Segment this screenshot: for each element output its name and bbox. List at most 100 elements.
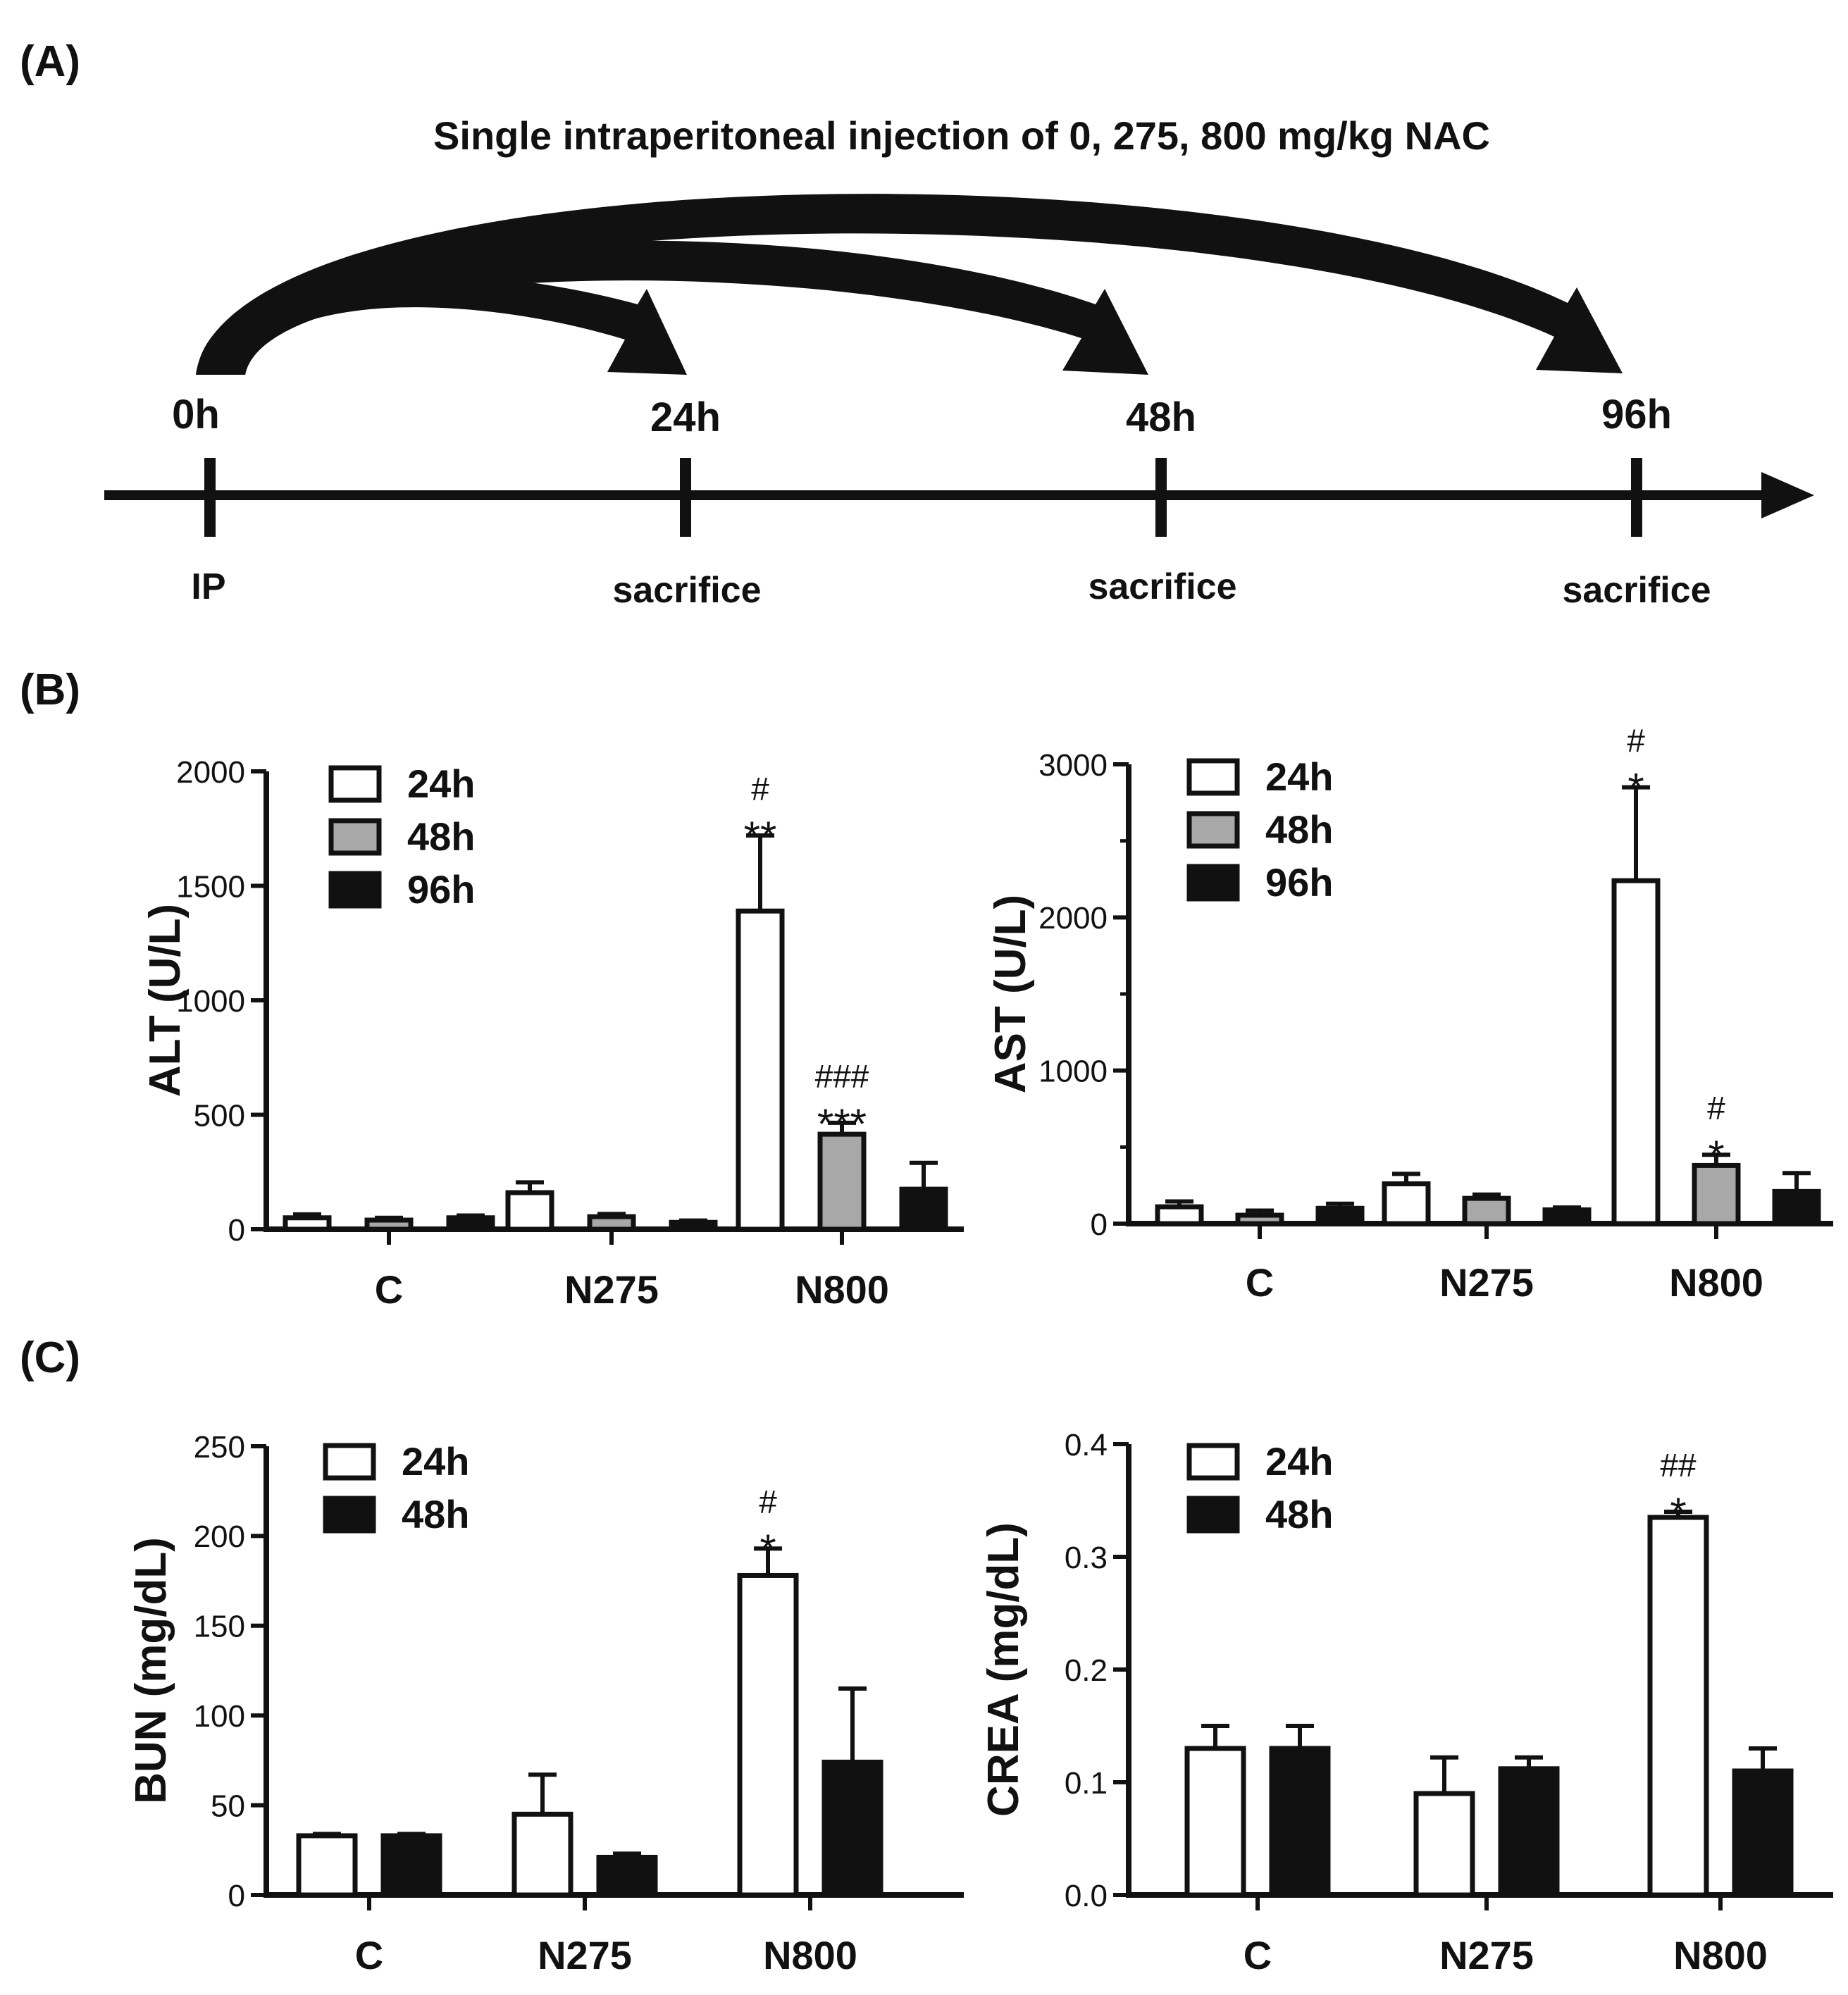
timepoint-label-24h: 24h [650, 394, 721, 440]
y-tick-label: 0.2 [1065, 1653, 1108, 1688]
y-tick-label: 0.0 [1065, 1879, 1108, 1913]
x-category-label: N275 [1439, 1260, 1534, 1305]
legend-label: 24h [1265, 1439, 1334, 1484]
y-tick-label: 0.4 [1065, 1428, 1108, 1462]
timeline-tick-24h [680, 458, 691, 537]
significance-mark: *** [817, 1100, 867, 1148]
timepoint-event-48h: sacrifice [1088, 566, 1236, 607]
timeline-tick-96h [1631, 458, 1642, 537]
bar [296, 1833, 358, 1898]
y-tick-label: 250 [194, 1430, 245, 1465]
x-category-label: N800 [795, 1267, 889, 1312]
panel-label-c: (C) [20, 1334, 80, 1382]
y-axis-title: ALT (U/L) [141, 904, 190, 1097]
y-tick-label: 0 [228, 1879, 245, 1913]
timepoint-label-0h: 0h [172, 392, 220, 437]
y-tick-label: 1500 [176, 869, 245, 904]
bar [1611, 878, 1661, 1226]
legend-swatch [323, 1496, 376, 1534]
y-tick-label: 0 [1091, 1207, 1108, 1242]
y-axis-title: BUN (mg/dL) [127, 1537, 175, 1804]
y-tick-label: 150 [194, 1610, 245, 1644]
legend-label: 48h [407, 814, 476, 859]
bar [283, 1215, 332, 1232]
crea-chart: 0.0 0.1 0.2 0.3 0.4 CREA (mg/dL) C N275 N800 ## * 2… [979, 1428, 1833, 1977]
bar [1315, 1205, 1365, 1226]
bar [1732, 1768, 1794, 1898]
bun-chart: 0 50 100 150 200 250 BUN (mg/dL) C N275 N800 # * 24h… [127, 1430, 964, 1977]
significance-mark: ### [815, 1058, 869, 1095]
significance-mark: ** [744, 813, 777, 860]
y-tick-label: 200 [194, 1519, 245, 1554]
significance-mark: * [1670, 1489, 1686, 1536]
bar [1382, 1181, 1431, 1226]
legend-swatch [323, 1443, 376, 1481]
timeline-tick-48h [1155, 458, 1167, 537]
y-axis-title: CREA (mg/dL) [979, 1522, 1028, 1817]
bar [446, 1215, 495, 1232]
legend-label: 24h [402, 1439, 470, 1484]
y-tick-label: 1000 [176, 984, 245, 1019]
timepoint-event-96h: sacrifice [1562, 570, 1711, 611]
x-category-label: N800 [1673, 1933, 1768, 1977]
y-tick-label: 2000 [176, 755, 245, 790]
bar [899, 1186, 948, 1232]
bar [821, 1759, 883, 1898]
timeline-title: Single intraperitoneal injection of 0, 2… [433, 113, 1490, 158]
legend-label: 96h [1265, 860, 1334, 905]
x-category-label: N275 [538, 1933, 632, 1977]
panel-label-a: (A) [20, 37, 80, 86]
timeline-tick-0h [204, 458, 216, 537]
y-tick-label: 3000 [1038, 748, 1108, 783]
y-tick-label: 2000 [1038, 901, 1108, 936]
timepoint-event-0h: IP [191, 566, 225, 607]
x-category-label: C [375, 1267, 403, 1312]
legend-swatch [1186, 758, 1240, 796]
bar [1269, 1746, 1331, 1898]
y-tick-label: 500 [194, 1098, 245, 1133]
legend-label: 96h [407, 867, 476, 912]
legend-label: 48h [1265, 807, 1334, 852]
x-category-label: N800 [1669, 1260, 1763, 1305]
timeline-panel: Single intraperitoneal injection of 0, 2… [104, 113, 1814, 611]
bar [1184, 1746, 1246, 1898]
legend-label: 24h [1265, 754, 1334, 799]
timeline-axis-arrowhead [1761, 472, 1814, 518]
bar [1542, 1207, 1592, 1226]
bar [1692, 1162, 1741, 1226]
timepoint-event-24h: sacrifice [612, 570, 761, 611]
timeline-arrow-96h [196, 194, 1623, 375]
bar [511, 1811, 573, 1898]
significance-mark: ## [1660, 1447, 1697, 1484]
bar [1498, 1766, 1560, 1898]
significance-mark: * [1708, 1132, 1724, 1179]
significance-mark: # [1707, 1090, 1725, 1126]
panel-label-b: (B) [20, 666, 80, 714]
bar [1647, 1515, 1709, 1898]
bar [587, 1214, 636, 1232]
bar [364, 1217, 414, 1232]
bar [1155, 1204, 1204, 1226]
bar [817, 1131, 867, 1232]
timepoint-label-48h: 48h [1126, 394, 1196, 440]
y-tick-label: 50 [211, 1789, 245, 1823]
timeline-axis [104, 490, 1767, 500]
y-tick-label: 1000 [1038, 1055, 1108, 1089]
y-tick-label: 0.1 [1065, 1766, 1108, 1801]
x-category-label: N800 [763, 1933, 857, 1977]
timeline-arrow-48h [196, 240, 1148, 375]
bar [737, 1572, 799, 1898]
legend-swatch [1186, 811, 1240, 849]
legend-label: 24h [407, 762, 476, 806]
bar [380, 1833, 442, 1898]
x-category-label: N275 [564, 1267, 659, 1312]
y-tick-label: 0.3 [1065, 1541, 1108, 1575]
bar [1772, 1188, 1821, 1226]
significance-mark: # [1627, 723, 1645, 759]
x-category-label: C [1246, 1260, 1274, 1305]
legend-swatch [1186, 1496, 1240, 1534]
bar [596, 1854, 658, 1898]
bar [1413, 1791, 1475, 1898]
